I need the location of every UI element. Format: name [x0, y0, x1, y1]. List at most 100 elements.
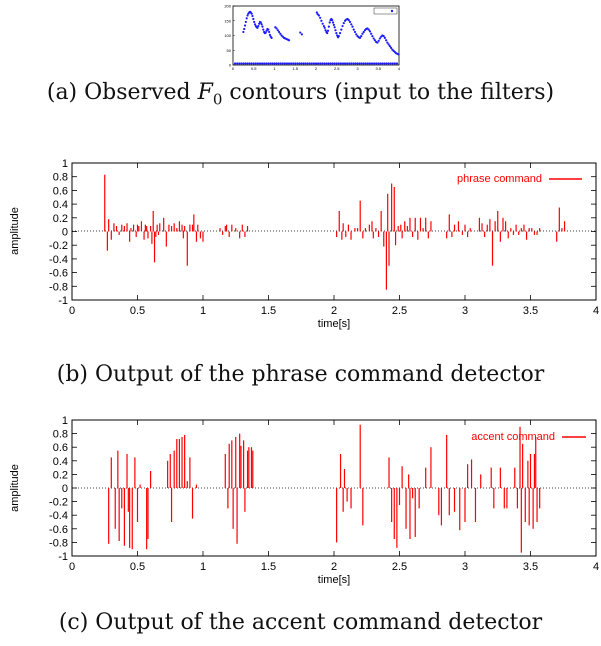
chart-a-point	[348, 20, 352, 24]
chart-a-point	[373, 62, 376, 65]
chart-a-point	[386, 41, 389, 44]
chart-a-point	[361, 32, 364, 35]
chart-a-point	[378, 37, 382, 40]
chart-a-point	[315, 11, 318, 14]
chart-b-x-axis-label: time[s]	[318, 318, 350, 330]
chart-a-point	[263, 62, 266, 65]
chart-c-accent-command: 0 0.5 1 1.5 2 2.5 3 3.5 4 1 0.80.6 0.40.2 0 -0.2-0.4 -…	[9, 415, 599, 586]
chart-a-point	[296, 62, 299, 65]
chart-a-point	[283, 62, 286, 65]
chart-a-point	[381, 62, 384, 65]
chart-a-point	[302, 62, 305, 65]
chart-a-point	[240, 62, 243, 65]
chart-a-point	[250, 12, 253, 15]
chart-a-point	[265, 29, 268, 32]
chart-b-y-tick-label: -0.4	[49, 254, 68, 266]
caption-a-suffix: contours (input to the filters)	[222, 80, 555, 105]
chart-a-point	[370, 32, 373, 35]
chart-c-y-tick-label: 0.6	[53, 442, 68, 454]
chart-a-point	[337, 34, 340, 38]
chart-a-point	[262, 28, 265, 31]
chart-a-point	[377, 62, 380, 65]
chart-a-point	[325, 62, 328, 65]
chart-c-x-tick-label: 0.5	[130, 561, 145, 573]
chart-a-point	[389, 62, 392, 65]
chart-a-point	[379, 62, 382, 65]
chart-c-y-tick-label: 0.2	[53, 469, 68, 481]
chart-a-point	[243, 24, 247, 27]
chart-c-x-tick-label: 3.5	[523, 561, 538, 573]
chart-c-x-tick-label: 0	[69, 561, 75, 573]
chart-b-ticks: 0 0.5 1 1.5 2 2.5 3 3.5 410.80.60.40.20-0.2-0.4-…	[49, 158, 599, 317]
chart-a-point	[261, 25, 264, 28]
chart-c-y-axis-label: amplitude	[9, 464, 21, 512]
chart-a-x-tick-label: 3	[356, 66, 359, 71]
caption-a-prefix: (a) Observed	[46, 80, 198, 105]
chart-a-point	[319, 16, 322, 19]
chart-a-x-tick-label: 2	[315, 66, 318, 71]
chart-b-y-tick-label: -0.2	[49, 240, 68, 252]
chart-b-x-tick-label: 2	[331, 305, 337, 317]
chart-a-point	[335, 32, 338, 35]
chart-a-point	[370, 62, 374, 65]
chart-a-point	[352, 28, 355, 31]
chart-a-point	[338, 32, 342, 35]
chart-a-point	[364, 62, 367, 65]
chart-c-ticks: 0 0.5 1 1.5 2 2.5 3 3.5 4 1 0.80.6 0.40.2 0 -0.2-0.4 -…	[49, 415, 599, 573]
chart-a-point	[385, 39, 388, 42]
chart-a-x-tick-label: 1	[273, 66, 276, 71]
chart-a-point	[260, 62, 264, 65]
chart-c-y-tick-label: -0.6	[49, 524, 68, 536]
chart-c-y-tick-label: 0.4	[53, 456, 68, 468]
chart-a-point	[326, 29, 330, 32]
chart-a-point	[279, 32, 282, 35]
chart-c-x-tick-label: 1.5	[261, 561, 276, 573]
chart-a-point	[320, 19, 323, 22]
chart-a-point	[244, 20, 247, 24]
chart-b-phrase-command: 0 0.5 1 1.5 2 2.5 3 3.5 410.80.60.40.20-0.2-0.4-…	[9, 158, 599, 330]
chart-c-x-axis-label: time[s]	[318, 574, 350, 586]
chart-b-x-tick-label: 3.5	[523, 305, 538, 317]
chart-b-y-tick-label: -0.6	[49, 268, 68, 280]
chart-a-point	[323, 62, 326, 65]
chart-a-point	[292, 62, 295, 65]
chart-a-point	[393, 62, 396, 65]
chart-a-point	[395, 62, 399, 65]
chart-b-y-tick-label: 0.8	[53, 172, 68, 184]
chart-a-point	[329, 62, 332, 65]
chart-a-point	[257, 24, 260, 28]
chart-a-point	[387, 43, 390, 46]
chart-b-x-tick-label: 1	[200, 305, 206, 317]
chart-b-y-tick-label: 0.6	[53, 185, 68, 197]
chart-b-x-tick-label: 0.5	[130, 305, 145, 317]
chart-a-point	[372, 37, 375, 40]
chart-a-point	[335, 62, 338, 65]
chart-b-y-tick-label: -0.8	[49, 281, 68, 293]
chart-a-x-tick-label: 3.5	[375, 66, 381, 71]
chart-a-point	[316, 62, 320, 65]
chart-a-point	[391, 62, 394, 65]
chart-b-y-tick-label: 1	[62, 158, 68, 170]
chart-a-point	[242, 62, 245, 65]
chart-a-point	[337, 62, 340, 65]
chart-a-point	[306, 62, 309, 65]
chart-a-point	[362, 30, 365, 34]
chart-a-point	[250, 62, 253, 65]
chart-a-point	[334, 29, 337, 32]
chart-a-point	[323, 26, 326, 29]
chart-a-point	[351, 25, 354, 28]
chart-a-point	[256, 26, 259, 29]
chart-a-point	[242, 30, 245, 34]
chart-a-point	[273, 62, 276, 65]
chart-a-point	[322, 24, 325, 28]
chart-c-x-tick-label: 2.5	[392, 561, 407, 573]
chart-a-point	[339, 62, 342, 65]
chart-a-point	[328, 21, 331, 24]
chart-a-point	[397, 53, 400, 56]
chart-b-bars	[104, 174, 566, 290]
chart-a-point	[246, 62, 249, 65]
chart-a-point	[368, 62, 372, 65]
chart-a-point	[352, 62, 355, 65]
chart-a-point	[332, 23, 335, 26]
